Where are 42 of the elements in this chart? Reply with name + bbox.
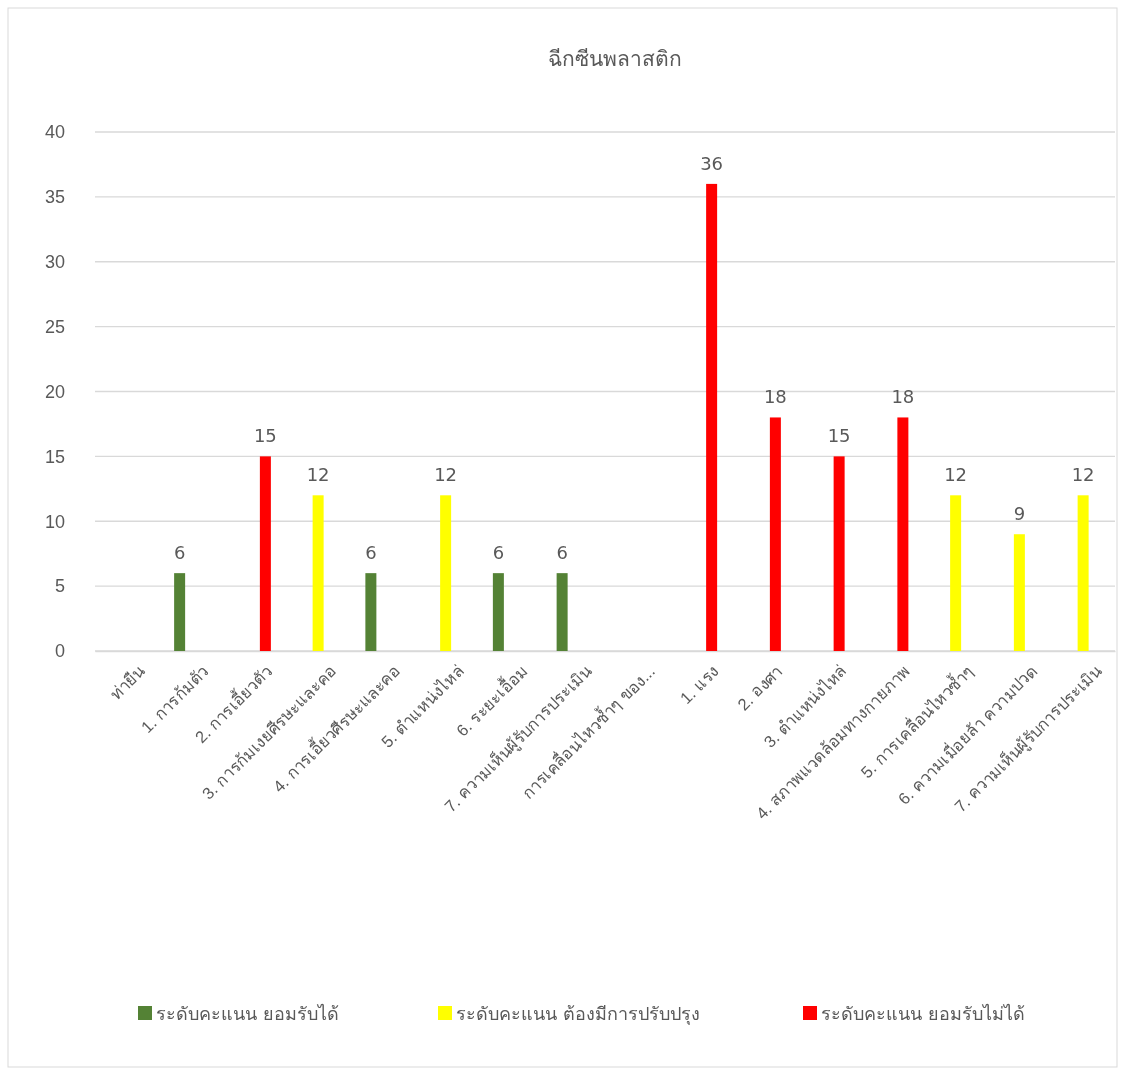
bar (492, 573, 504, 651)
data-label: 6 (556, 542, 568, 564)
data-label: 15 (253, 425, 277, 447)
bar (174, 573, 186, 651)
data-label: 6 (173, 542, 186, 564)
chart-title: ฉีกซีนพลาสติก (548, 47, 682, 71)
data-label: 18 (763, 386, 787, 408)
y-tick-label: 35 (44, 187, 65, 208)
bar (833, 456, 845, 651)
bar (950, 495, 962, 651)
y-tick-label: 10 (44, 511, 65, 532)
data-label: 12 (306, 464, 330, 486)
bar (440, 495, 452, 651)
bar (897, 417, 909, 651)
bar (1077, 495, 1089, 651)
y-tick-label: 5 (54, 576, 65, 597)
y-tick-label: 30 (44, 252, 65, 273)
bar (556, 573, 568, 651)
legend-label: ระดับคะแนน ยอมรับไม่ได้ (821, 1003, 1025, 1024)
bar (769, 417, 781, 651)
bar (365, 573, 377, 651)
data-label: 12 (434, 464, 458, 486)
bar (706, 183, 718, 651)
y-tick-label: 40 (44, 122, 65, 143)
legend-label: ระดับคะแนน ต้องมีการปรับปรุง (456, 1003, 700, 1025)
data-label: 6 (365, 542, 377, 564)
data-label: 18 (891, 386, 915, 408)
bar (259, 456, 271, 651)
bar (312, 495, 324, 651)
legend-label: ระดับคะแนน ยอมรับได้ (156, 1003, 339, 1024)
y-tick-label: 0 (54, 641, 65, 662)
data-label: 9 (1013, 503, 1026, 525)
data-label: 12 (944, 464, 968, 486)
x-tick-label: 1. แรง (676, 661, 722, 708)
data-label: 15 (827, 425, 851, 447)
data-label: 36 (700, 152, 724, 174)
y-tick-label: 25 (44, 316, 65, 337)
y-tick-label: 15 (44, 446, 65, 467)
data-label: 12 (1071, 464, 1095, 486)
data-label: 6 (492, 542, 505, 564)
y-tick-label: 20 (44, 381, 65, 402)
bar (1013, 534, 1025, 651)
